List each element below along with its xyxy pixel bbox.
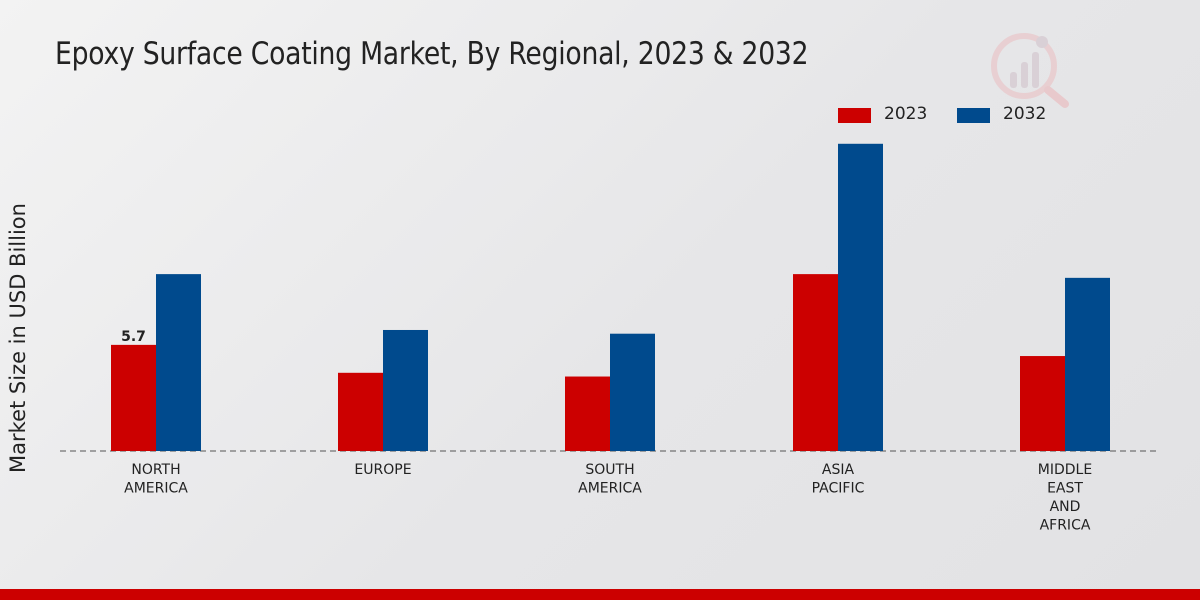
- bar-2023-middle-east-and-africa: [1020, 356, 1065, 451]
- x-tick-label-south-america: SOUTH AMERICA: [578, 462, 642, 497]
- bar-2032-europe: [383, 329, 428, 451]
- bar-2023-north-america: [111, 344, 156, 451]
- x-tick-label-middle-east-and-africa: MIDDLE EAST AND AFRICA: [1038, 462, 1092, 534]
- watermark-logo-icon: [990, 28, 1070, 114]
- legend-swatch-2032: [957, 108, 990, 123]
- bar-2023-europe: [338, 372, 383, 451]
- bar-2032-north-america: [156, 274, 201, 451]
- legend-label-2032: 2032: [1003, 104, 1047, 124]
- x-tick-label-asia-pacific: ASIA PACIFIC: [812, 462, 865, 497]
- bar-2023-south-america: [565, 376, 610, 451]
- bottom-accent-bar: [0, 589, 1200, 600]
- x-tick-label-europe: EUROPE: [354, 462, 411, 478]
- bar-2032-middle-east-and-africa: [1065, 277, 1110, 451]
- bar-2023-asia-pacific: [793, 274, 838, 451]
- x-tick-label-north-america: NORTH AMERICA: [124, 462, 188, 497]
- data-label-2023-0: 5.7: [121, 329, 146, 345]
- legend-swatch-2023: [838, 108, 871, 123]
- legend-label-2023: 2023: [884, 104, 928, 124]
- bar-2032-south-america: [610, 333, 655, 451]
- bar-2032-asia-pacific: [838, 143, 883, 452]
- chart-title: Epoxy Surface Coating Market, By Regiona…: [55, 36, 809, 72]
